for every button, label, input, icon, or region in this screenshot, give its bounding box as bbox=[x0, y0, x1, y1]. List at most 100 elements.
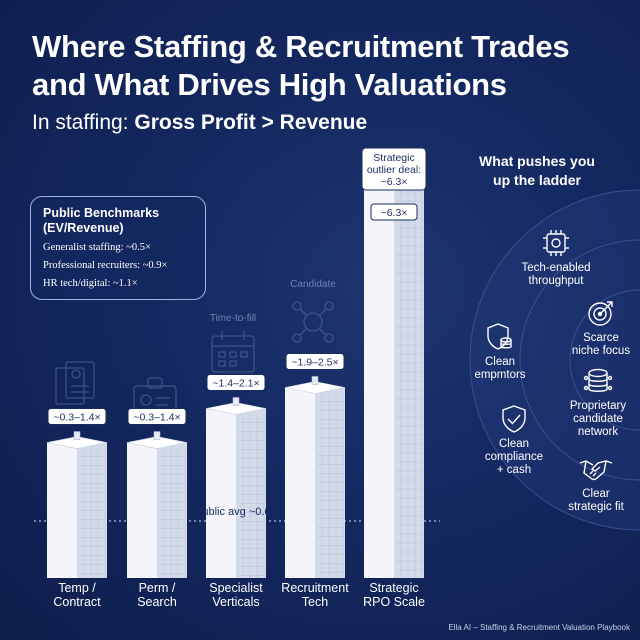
bar-window-grid bbox=[159, 448, 186, 578]
bar-value-label: ~0.3–1.4× bbox=[53, 412, 100, 424]
category-label: Recruitment bbox=[281, 581, 349, 595]
callout-line: ~6.3× bbox=[381, 176, 408, 188]
category-label: Verticals bbox=[212, 595, 259, 609]
category-label: RPO Scale bbox=[363, 595, 425, 609]
bar-window-grid bbox=[396, 184, 423, 578]
callout-line: Strategic bbox=[373, 152, 414, 164]
category-label: Temp / bbox=[58, 581, 96, 595]
bar-window-grid bbox=[317, 393, 344, 578]
bar-window-grid bbox=[238, 414, 265, 578]
bar-side-face bbox=[157, 442, 187, 578]
callout-line: outlier deal: bbox=[367, 164, 421, 176]
subtitle: In staffing: Gross Profit > Revenue bbox=[32, 110, 367, 136]
bar-value-label-box bbox=[206, 374, 266, 392]
bar-window-grid bbox=[79, 448, 106, 578]
bar-value-label: ~1.9–2.5× bbox=[291, 357, 338, 369]
category-label: Contract bbox=[53, 595, 101, 609]
bar-roof-marker bbox=[153, 431, 161, 440]
handshake-icon bbox=[579, 460, 613, 481]
chip-gear-icon bbox=[543, 230, 569, 256]
driver-line: + cash bbox=[496, 464, 532, 476]
database-icon bbox=[583, 368, 613, 392]
bar-value-label: ~0.3–1.4× bbox=[133, 412, 180, 424]
subtitle-prefix: In staffing: bbox=[32, 111, 135, 134]
bar-side-face bbox=[77, 442, 107, 578]
bar-top-face bbox=[46, 436, 108, 449]
driver-line: candidate bbox=[573, 413, 623, 425]
driver-tech-enabled: Tech-enabled throughput bbox=[506, 228, 606, 288]
footer-credit: Ella AI – Staffing & Recruitment Valuati… bbox=[448, 623, 630, 632]
bar-roof-marker bbox=[311, 376, 319, 385]
driver-line: Tech-enabled bbox=[521, 262, 591, 274]
bar-value-label-box bbox=[47, 408, 107, 426]
candidate-label: Candidate bbox=[290, 279, 336, 290]
time-to-fill-label: Time-to-fill bbox=[209, 313, 257, 324]
shield-database-icon bbox=[487, 323, 512, 350]
driver-clean-empmtors: Clean empmtors bbox=[462, 322, 538, 382]
bar-value-label: ~1.4–2.1× bbox=[212, 378, 259, 390]
drivers-title: What pushes you up the ladder bbox=[462, 152, 612, 190]
drivers-arc bbox=[469, 189, 640, 531]
bar-value-label-box bbox=[370, 203, 418, 221]
driver-line: network bbox=[577, 426, 619, 438]
title-line-2: and What Drives High Valuations bbox=[32, 67, 507, 102]
bar-roof-marker bbox=[73, 431, 81, 440]
benchmarks-subtitle: (EV/Revenue) bbox=[43, 221, 124, 235]
driver-line: Proprietary bbox=[569, 400, 627, 412]
bar-value-label-box bbox=[127, 408, 187, 426]
benchmark-item: Professional recruiters: ~0.9× bbox=[43, 260, 168, 271]
drivers-title-line-2: up the ladder bbox=[493, 172, 581, 188]
driver-proprietary-network: Proprietary candidate network bbox=[556, 366, 640, 439]
driver-line: Clean bbox=[484, 356, 516, 368]
bar-front-face bbox=[364, 178, 394, 578]
driver-clear-fit: Clear strategic fit bbox=[552, 454, 640, 514]
bar-2: ~0.3–1.4× Perm /Search bbox=[126, 408, 188, 609]
bar-front-face bbox=[285, 387, 315, 578]
category-label: Tech bbox=[302, 595, 328, 609]
bar-front-face bbox=[127, 442, 157, 578]
bar-top-face bbox=[284, 381, 346, 394]
driver-scarce-niche: Scarce niche focus bbox=[562, 298, 640, 358]
shield-check-icon bbox=[502, 405, 526, 433]
target-icon bbox=[588, 301, 613, 326]
bar-value-label: ~6.3× bbox=[381, 207, 408, 219]
category-label: Perm / bbox=[139, 581, 176, 595]
bar-value-label-box bbox=[285, 353, 345, 370]
driver-line: compliance bbox=[484, 451, 544, 463]
title-line-1: Where Staffing & Recruitment Trades bbox=[32, 29, 570, 64]
bar-side-face bbox=[236, 408, 266, 578]
public-average-label: Public avg ~0.6× bbox=[195, 506, 277, 518]
candidate-network-icon bbox=[292, 301, 334, 343]
public-benchmarks-box: Public Benchmarks (EV/Revenue) Generalis… bbox=[30, 196, 206, 300]
driver-line: Scarce bbox=[583, 332, 619, 344]
page-title: Where Staffing & Recruitment Trades and … bbox=[32, 28, 622, 104]
bar-roof-marker bbox=[232, 397, 240, 406]
driver-line: Clean bbox=[498, 438, 530, 450]
driver-line: Clear bbox=[582, 488, 610, 500]
driver-clean-compliance: Clean compliance + cash bbox=[474, 404, 554, 477]
category-label: Search bbox=[137, 595, 177, 609]
calendar-icon bbox=[211, 331, 255, 373]
category-label: Specialist bbox=[209, 581, 263, 595]
driver-line: strategic fit bbox=[568, 501, 624, 513]
bar-side-face bbox=[394, 178, 424, 578]
benchmark-item: HR tech/digital: ~1.1× bbox=[43, 278, 138, 289]
drivers-title-line-1: What pushes you bbox=[479, 153, 595, 169]
subtitle-bold: Gross Profit > Revenue bbox=[134, 111, 368, 134]
bar-front-face bbox=[47, 442, 77, 578]
bar-1: ~0.3–1.4× Temp /Contract bbox=[46, 408, 108, 609]
bar-top-face bbox=[126, 436, 188, 449]
bar-top-face bbox=[205, 402, 267, 415]
benchmark-item: Generalist staffing: ~0.5× bbox=[43, 242, 151, 253]
driver-line: throughput bbox=[528, 275, 584, 287]
documents-icon bbox=[55, 361, 95, 405]
bar-front-face bbox=[206, 408, 236, 578]
category-label: Strategic bbox=[369, 581, 418, 595]
driver-line: niche focus bbox=[571, 345, 631, 357]
driver-line: empmtors bbox=[474, 369, 526, 381]
